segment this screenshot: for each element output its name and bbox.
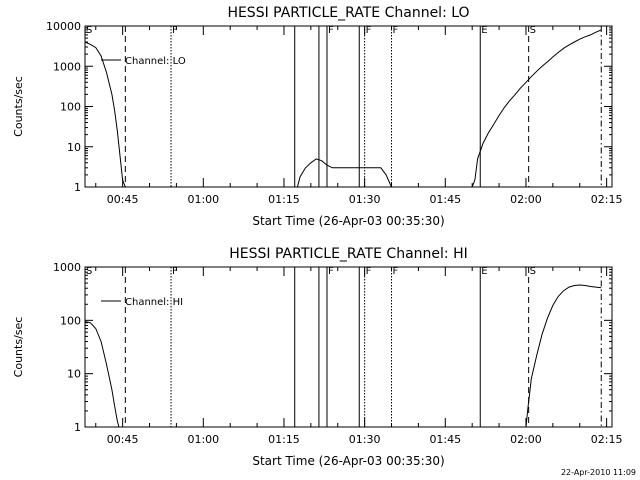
series-line bbox=[525, 284, 602, 428]
series-line bbox=[84, 41, 126, 188]
legend-label: Channel: LO bbox=[125, 56, 186, 67]
event-marker-label: S bbox=[86, 25, 92, 36]
x-tick-label: 01:00 bbox=[187, 193, 219, 206]
y-tick-label: 1000 bbox=[53, 261, 81, 274]
series-line bbox=[84, 321, 120, 428]
event-marker-label: F bbox=[328, 25, 334, 36]
chart-title: HESSI PARTICLE_RATE Channel: LO bbox=[227, 5, 469, 21]
lo-channel-panel: HESSI PARTICLE_RATE Channel: LO Counts/se… bbox=[12, 5, 622, 228]
hi-channel-panel: HESSI PARTICLE_RATE Channel: HI Counts/se… bbox=[12, 246, 622, 468]
event-marker-label: F bbox=[393, 266, 399, 277]
y-tick-label: 1 bbox=[74, 181, 81, 194]
x-tick-label: 01:30 bbox=[349, 193, 381, 206]
x-tick-label: 01:30 bbox=[349, 433, 381, 446]
y-axis-label: Counts/sec bbox=[12, 317, 25, 378]
plot-frame bbox=[84, 266, 613, 428]
y-tick-label: 10 bbox=[67, 368, 81, 381]
event-marker-label: E bbox=[481, 25, 487, 36]
x-tick-label: 02:15 bbox=[591, 193, 623, 206]
y-tick-label: 10 bbox=[67, 141, 81, 154]
x-axis-label: Start Time (26-Apr-03 00:35:30) bbox=[252, 454, 444, 468]
x-tick-label: 01:00 bbox=[187, 433, 219, 446]
event-marker-label: E bbox=[481, 266, 487, 277]
event-marker-label: F bbox=[366, 266, 372, 277]
x-tick-label: 02:00 bbox=[510, 193, 542, 206]
x-tick-label: 01:45 bbox=[429, 193, 461, 206]
event-marker-label: S bbox=[530, 266, 536, 277]
event-marker-label: F bbox=[328, 266, 334, 277]
plot-frame bbox=[84, 25, 613, 188]
x-tick-label: 00:45 bbox=[107, 193, 139, 206]
series-line bbox=[471, 29, 602, 188]
event-marker-label: F bbox=[366, 25, 372, 36]
event-marker-label: F bbox=[393, 25, 399, 36]
event-marker-label: S bbox=[530, 25, 536, 36]
x-axis-label: Start Time (26-Apr-03 00:35:30) bbox=[252, 214, 444, 228]
y-tick-label: 100 bbox=[60, 314, 81, 327]
y-axis-label: Counts/sec bbox=[12, 76, 25, 137]
event-marker-label: F bbox=[172, 266, 178, 277]
x-tick-label: 02:00 bbox=[510, 433, 542, 446]
chart-title: HESSI PARTICLE_RATE Channel: HI bbox=[229, 246, 467, 262]
y-tick-label: 10000 bbox=[46, 20, 81, 33]
series-line bbox=[296, 158, 392, 188]
x-tick-label: 01:15 bbox=[268, 193, 300, 206]
x-tick-label: 02:15 bbox=[591, 433, 623, 446]
event-marker-label: S bbox=[86, 266, 92, 277]
x-tick-label: 01:45 bbox=[429, 433, 461, 446]
event-marker-label: F bbox=[172, 25, 178, 36]
legend-label: Channel: HI bbox=[125, 297, 183, 308]
x-tick-label: 01:15 bbox=[268, 433, 300, 446]
footer-timestamp: 22-Apr-2010 11:09 bbox=[561, 468, 636, 477]
y-tick-label: 1 bbox=[74, 421, 81, 434]
x-tick-label: 00:45 bbox=[107, 433, 139, 446]
y-tick-label: 1000 bbox=[53, 60, 81, 73]
y-tick-label: 100 bbox=[60, 101, 81, 114]
